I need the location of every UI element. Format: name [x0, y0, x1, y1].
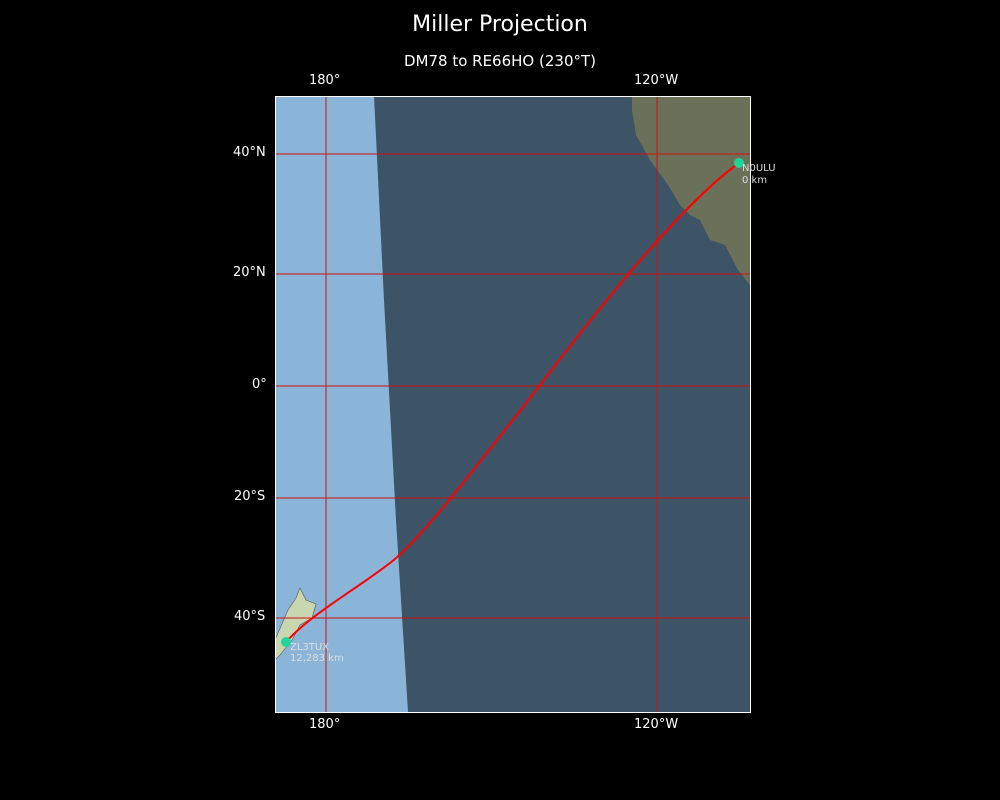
lat-tick-40n: 40°N: [233, 145, 266, 160]
ocean-day: [275, 96, 408, 712]
lon-tick-top-180: 180°: [309, 73, 341, 88]
end-distance: 12,283 km: [290, 653, 344, 664]
end-marker: [281, 637, 291, 647]
start-marker: [734, 158, 744, 168]
lat-tick-20n: 20°N: [233, 265, 266, 280]
lat-tick-0: 0°: [252, 377, 267, 392]
map-subtitle: DM78 to RE66HO (230°T): [403, 52, 596, 70]
great-circle-route: [285, 162, 740, 643]
map-frame: [275, 96, 751, 713]
start-distance: 0 km: [742, 175, 767, 186]
map-title: Miller Projection: [412, 12, 588, 37]
lon-tick-bottom-180: 180°: [309, 717, 341, 732]
north-america-land: [632, 96, 750, 285]
lat-tick-20s: 20°S: [234, 489, 266, 504]
lat-tick-40s: 40°S: [234, 609, 266, 624]
start-label: N0ULU: [742, 163, 776, 174]
lon-tick-top-120w: 120°W: [634, 73, 679, 88]
end-label: ZL3TUX: [290, 642, 329, 653]
lon-tick-bottom-120w: 120°W: [634, 717, 679, 732]
